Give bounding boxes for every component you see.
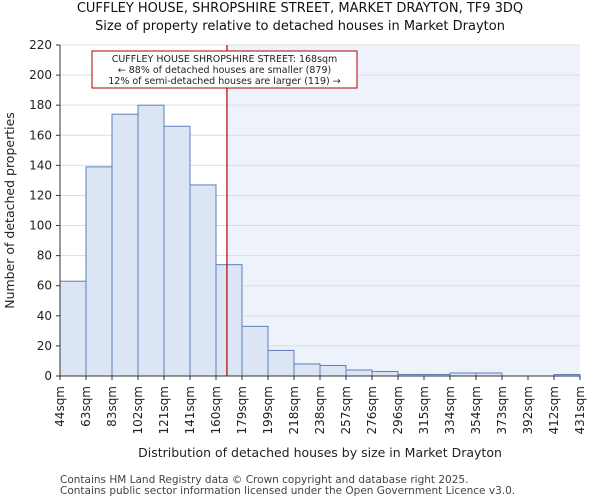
- bar-179sqm: [241, 325, 269, 377]
- annotation-line-2: ← 88% of detached houses are smaller (87…: [118, 65, 331, 76]
- x-tick-label-141sqm: 141sqm: [183, 386, 197, 434]
- x-tick-label-83sqm: 83sqm: [105, 386, 119, 427]
- x-tick-label-102sqm: 102sqm: [131, 386, 145, 434]
- footer-licence: Contains public sector information licen…: [60, 485, 516, 497]
- y-tick-label-60: 60: [37, 279, 52, 293]
- y-tick-label-220: 220: [29, 38, 52, 52]
- x-tick-label-218sqm: 218sqm: [287, 386, 301, 434]
- annotation-box: [91, 50, 358, 89]
- bar-121sqm: [163, 125, 191, 377]
- bar-257sqm: [345, 369, 373, 377]
- y-axis-title: Number of detached properties: [2, 112, 17, 309]
- x-tick-label-63sqm: 63sqm: [79, 386, 93, 427]
- x-tick-label-179sqm: 179sqm: [235, 386, 249, 434]
- bar-83sqm: [111, 113, 139, 377]
- x-tick-label-412sqm: 412sqm: [547, 386, 561, 434]
- footer-copyright: Contains HM Land Registry data © Crown c…: [60, 474, 469, 486]
- bar-276sqm: [371, 370, 399, 377]
- x-tick-label-315sqm: 315sqm: [417, 386, 431, 434]
- x-tick-label-373sqm: 373sqm: [495, 386, 509, 434]
- y-tick-label-40: 40: [37, 309, 52, 323]
- highlight-region: [226, 45, 580, 376]
- annotation-line-3: 12% of semi-detached houses are larger (…: [108, 76, 341, 87]
- x-tick-label-392sqm: 392sqm: [521, 386, 535, 434]
- bar-44sqm: [59, 280, 87, 377]
- x-tick-label-238sqm: 238sqm: [313, 386, 327, 434]
- bar-102sqm: [137, 104, 165, 377]
- y-tick-label-140: 140: [29, 158, 52, 172]
- chart-title-line1: CUFFLEY HOUSE, SHROPSHIRE STREET, MARKET…: [76, 1, 524, 16]
- bar-160sqm: [215, 264, 243, 377]
- bar-218sqm: [293, 363, 321, 377]
- y-tick-label-120: 120: [29, 188, 52, 202]
- y-tick-label-100: 100: [29, 219, 52, 233]
- x-tick-label-199sqm: 199sqm: [261, 386, 275, 434]
- x-tick-label-257sqm: 257sqm: [339, 386, 353, 434]
- y-tick-label-180: 180: [29, 98, 52, 112]
- bar-141sqm: [189, 184, 217, 377]
- x-tick-label-121sqm: 121sqm: [157, 386, 171, 434]
- bar-63sqm: [85, 166, 113, 377]
- x-tick-label-431sqm: 431sqm: [573, 386, 587, 434]
- annotation-line-1: CUFFLEY HOUSE SHROPSHIRE STREET: 168sqm: [112, 54, 338, 65]
- y-tick-label-160: 160: [29, 128, 52, 142]
- bar-199sqm: [267, 349, 295, 377]
- y-tick-label-200: 200: [29, 68, 52, 82]
- y-tick-label-20: 20: [37, 339, 52, 353]
- bar-238sqm: [319, 364, 347, 377]
- y-tick-label-0: 0: [44, 369, 52, 383]
- x-tick-label-44sqm: 44sqm: [53, 386, 67, 427]
- x-tick-label-276sqm: 276sqm: [365, 386, 379, 434]
- x-tick-label-334sqm: 334sqm: [443, 386, 457, 434]
- chart-title-line2: Size of property relative to detached ho…: [95, 19, 505, 34]
- x-tick-label-296sqm: 296sqm: [391, 386, 405, 434]
- x-tick-label-354sqm: 354sqm: [469, 386, 483, 434]
- x-axis-title: Distribution of detached houses by size …: [138, 445, 502, 460]
- y-tick-label-80: 80: [37, 249, 52, 263]
- x-tick-label-160sqm: 160sqm: [209, 386, 223, 434]
